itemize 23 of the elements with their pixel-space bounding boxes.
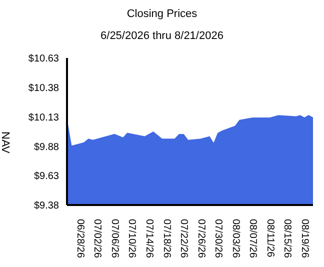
chart-title: Closing Prices [126,8,198,20]
x-tick-label: 08/07/26 [247,219,258,258]
x-tick-label: 07/26/26 [195,219,206,258]
x-tick-label: 06/28/26 [74,219,86,258]
y-tick-label: $10.63 [28,54,60,65]
chart-subtitle: 6/25/2026 thru 8/21/2026 [100,30,224,42]
y-tick-label: $9.88 [34,142,60,153]
y-axis-title: NAV [0,132,12,154]
y-tick-label: $9.38 [34,200,60,212]
y-tick-label: $10.38 [28,82,60,94]
x-tick-label: 07/06/26 [108,219,120,258]
x-tick-label: 07/02/26 [92,219,103,258]
x-tick-label: 08/11/26 [264,219,276,258]
x-tick-label: 07/10/26 [126,219,138,258]
x-tick-label: 08/15/26 [282,219,293,258]
x-tick-label: 07/30/26 [212,219,224,258]
x-tick-label: 08/19/26 [298,219,310,258]
x-tick-label: 07/22/26 [178,219,190,258]
x-tick-label: 08/03/26 [230,219,241,258]
x-tick-label: 07/18/26 [160,219,172,258]
x-tick-label: 07/14/26 [144,219,154,258]
y-tick-label: $10.13 [28,112,60,124]
y-tick-label: $9.63 [34,171,60,182]
